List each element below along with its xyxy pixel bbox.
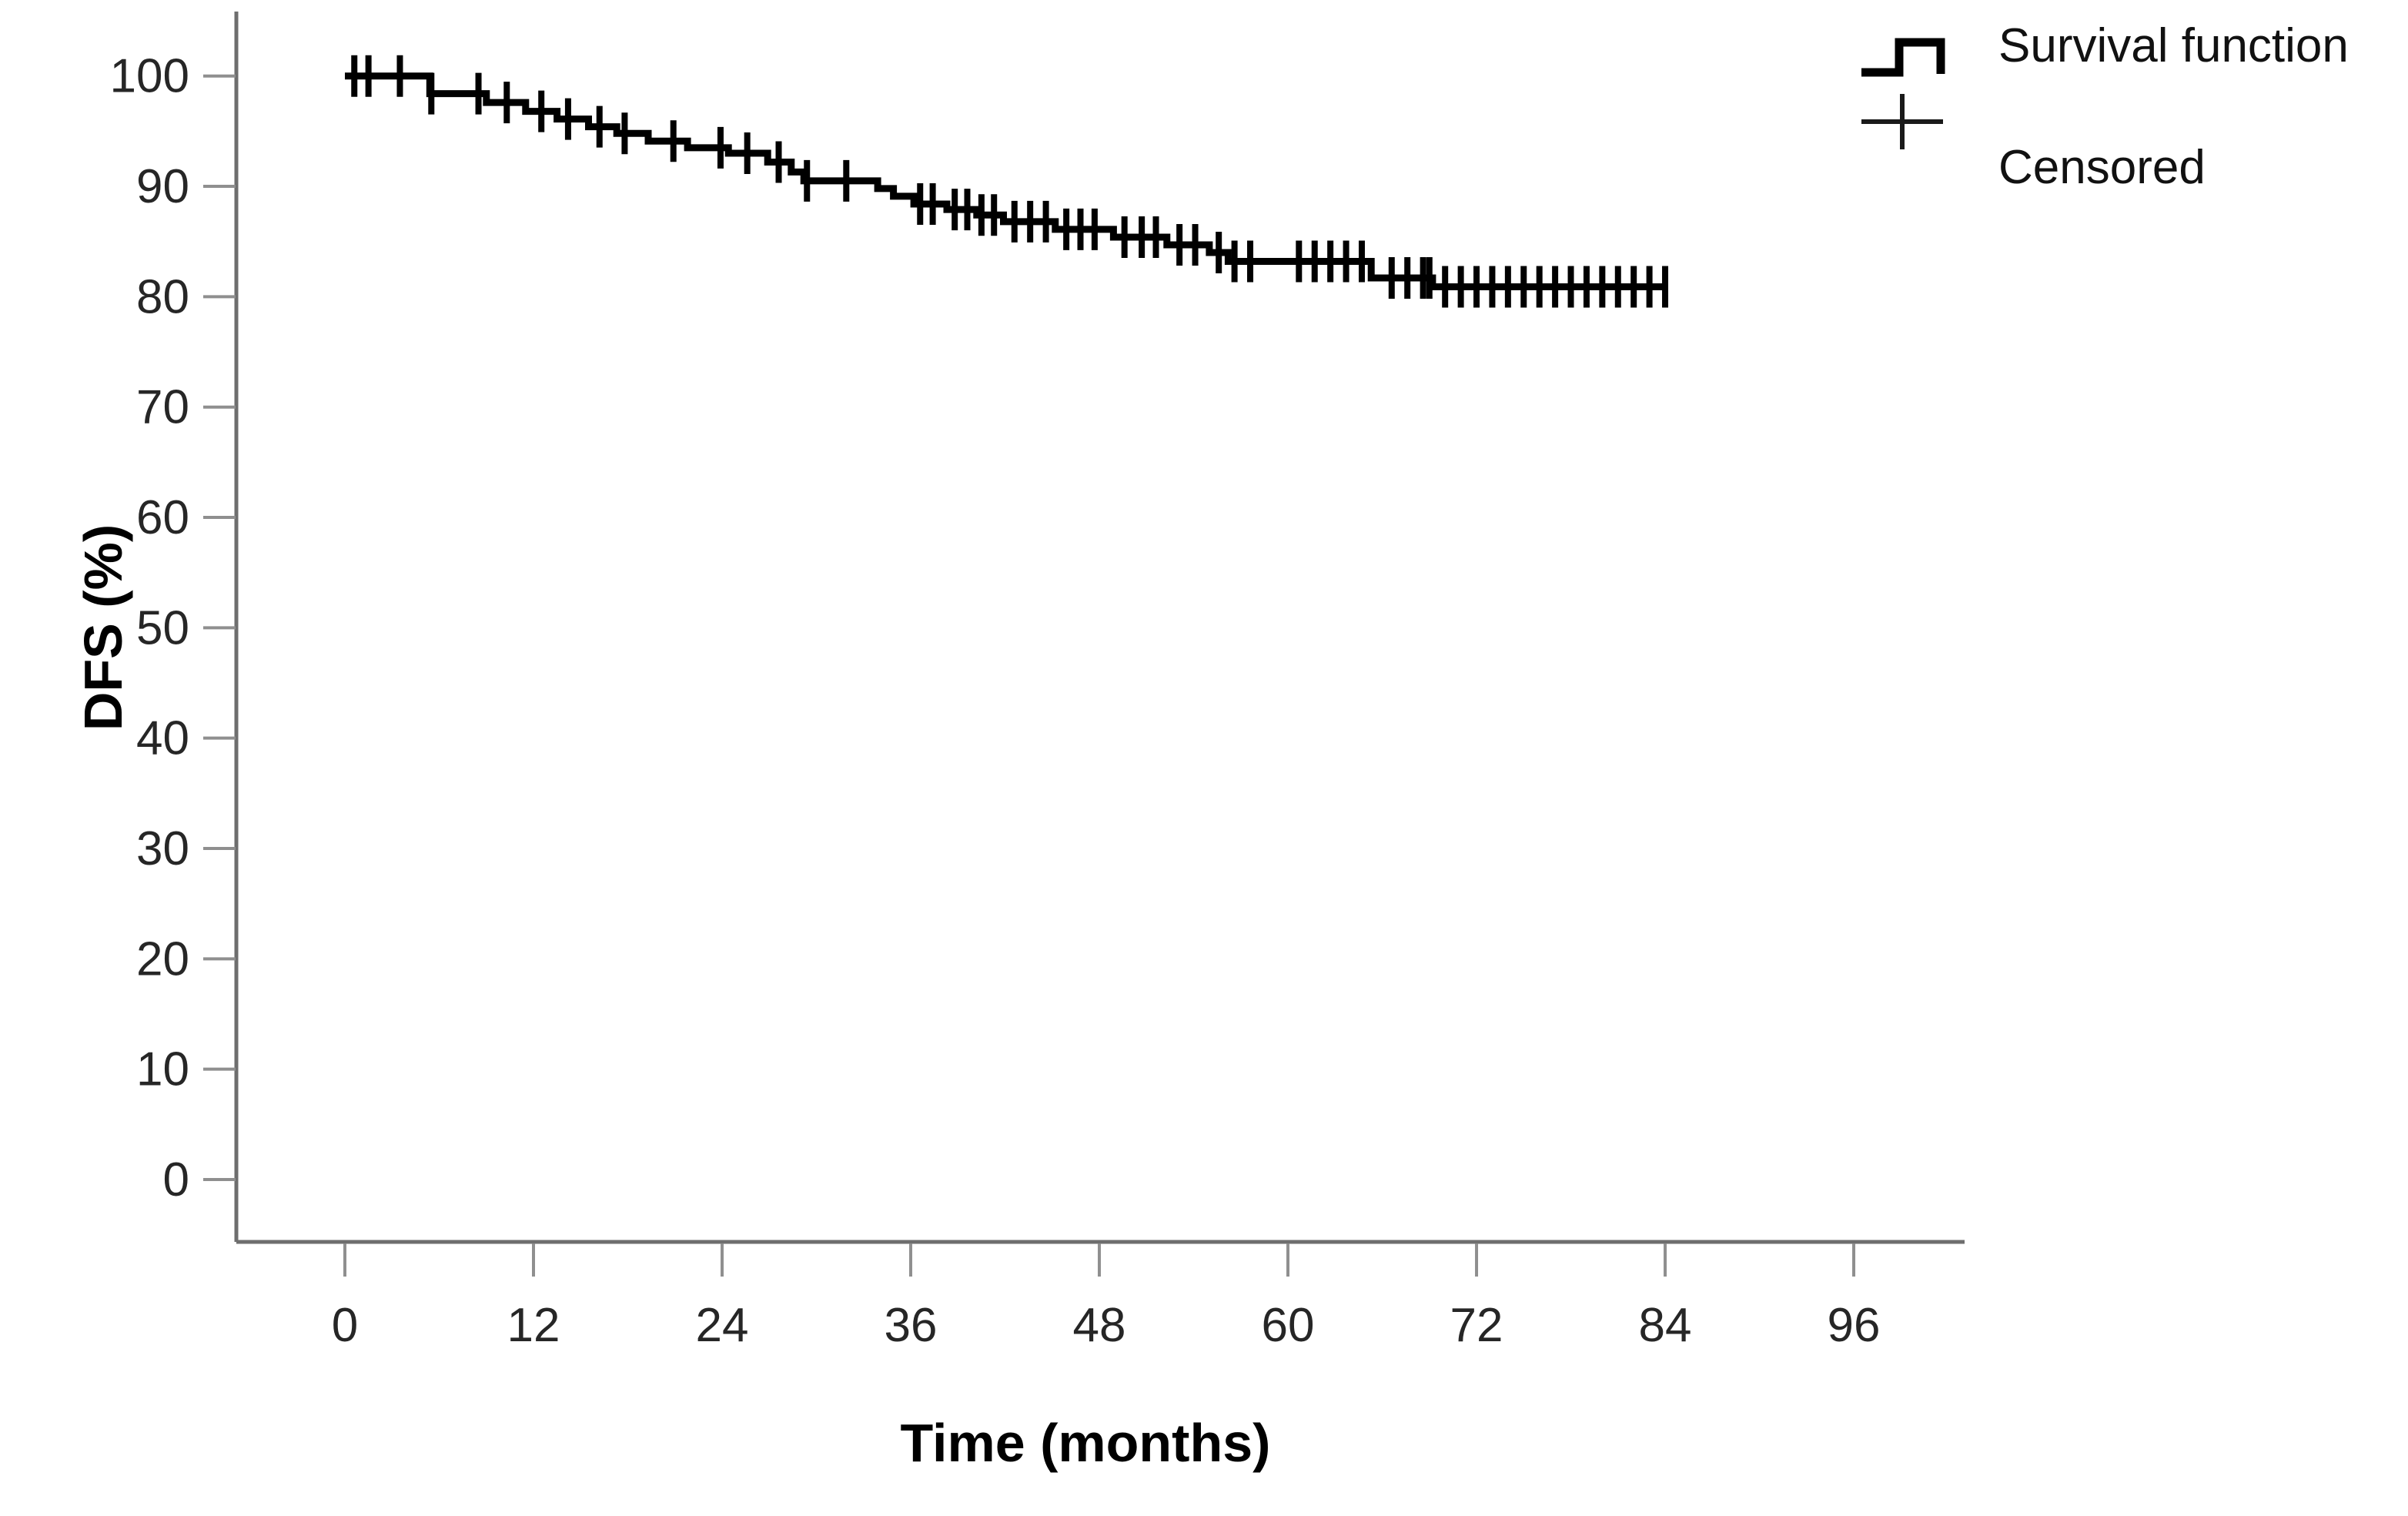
x-tick-label: 96 (1828, 1299, 1881, 1352)
y-tick-label: 90 (136, 160, 189, 213)
y-tick-label: 40 (136, 712, 189, 765)
y-axis-ticks (203, 74, 236, 1181)
survival-curve (345, 72, 1665, 290)
x-axis-tick-labels: 0 12 24 36 48 60 72 84 96 (332, 1299, 1881, 1352)
x-tick-label: 12 (507, 1299, 560, 1352)
y-tick-label: 100 (110, 50, 189, 103)
y-tick-label: 50 (136, 601, 189, 654)
survival-step-line-icon (1861, 38, 1945, 77)
y-tick-label: 80 (136, 270, 189, 323)
y-axis-tick-labels: 0 10 20 30 40 50 60 70 80 90 100 (110, 50, 189, 1206)
y-tick-label: 70 (136, 381, 189, 434)
legend-label-survival-function: Survival function (1998, 19, 2349, 72)
y-tick-label: 20 (136, 932, 189, 986)
x-tick-label: 24 (696, 1299, 749, 1352)
y-axis-title: DFS (%) (73, 524, 133, 731)
y-tick-label: 60 (136, 491, 189, 544)
x-tick-label: 72 (1450, 1299, 1503, 1352)
censored-marks (351, 55, 1669, 308)
legend: Survival function Censored (1861, 19, 2349, 194)
legend-label-censored: Censored (1998, 141, 2206, 194)
x-tick-label: 36 (885, 1299, 938, 1352)
censored-plus-icon (1861, 94, 1943, 149)
x-tick-label: 84 (1639, 1299, 1692, 1352)
x-tick-label: 0 (332, 1299, 358, 1352)
y-tick-label: 10 (136, 1043, 189, 1096)
y-tick-label: 30 (136, 822, 189, 875)
x-tick-label: 60 (1262, 1299, 1315, 1352)
x-axis-title: Time (months) (901, 1413, 1271, 1473)
x-tick-label: 48 (1073, 1299, 1126, 1352)
y-tick-label: 0 (163, 1153, 189, 1206)
x-axis-ticks (343, 1243, 1856, 1277)
